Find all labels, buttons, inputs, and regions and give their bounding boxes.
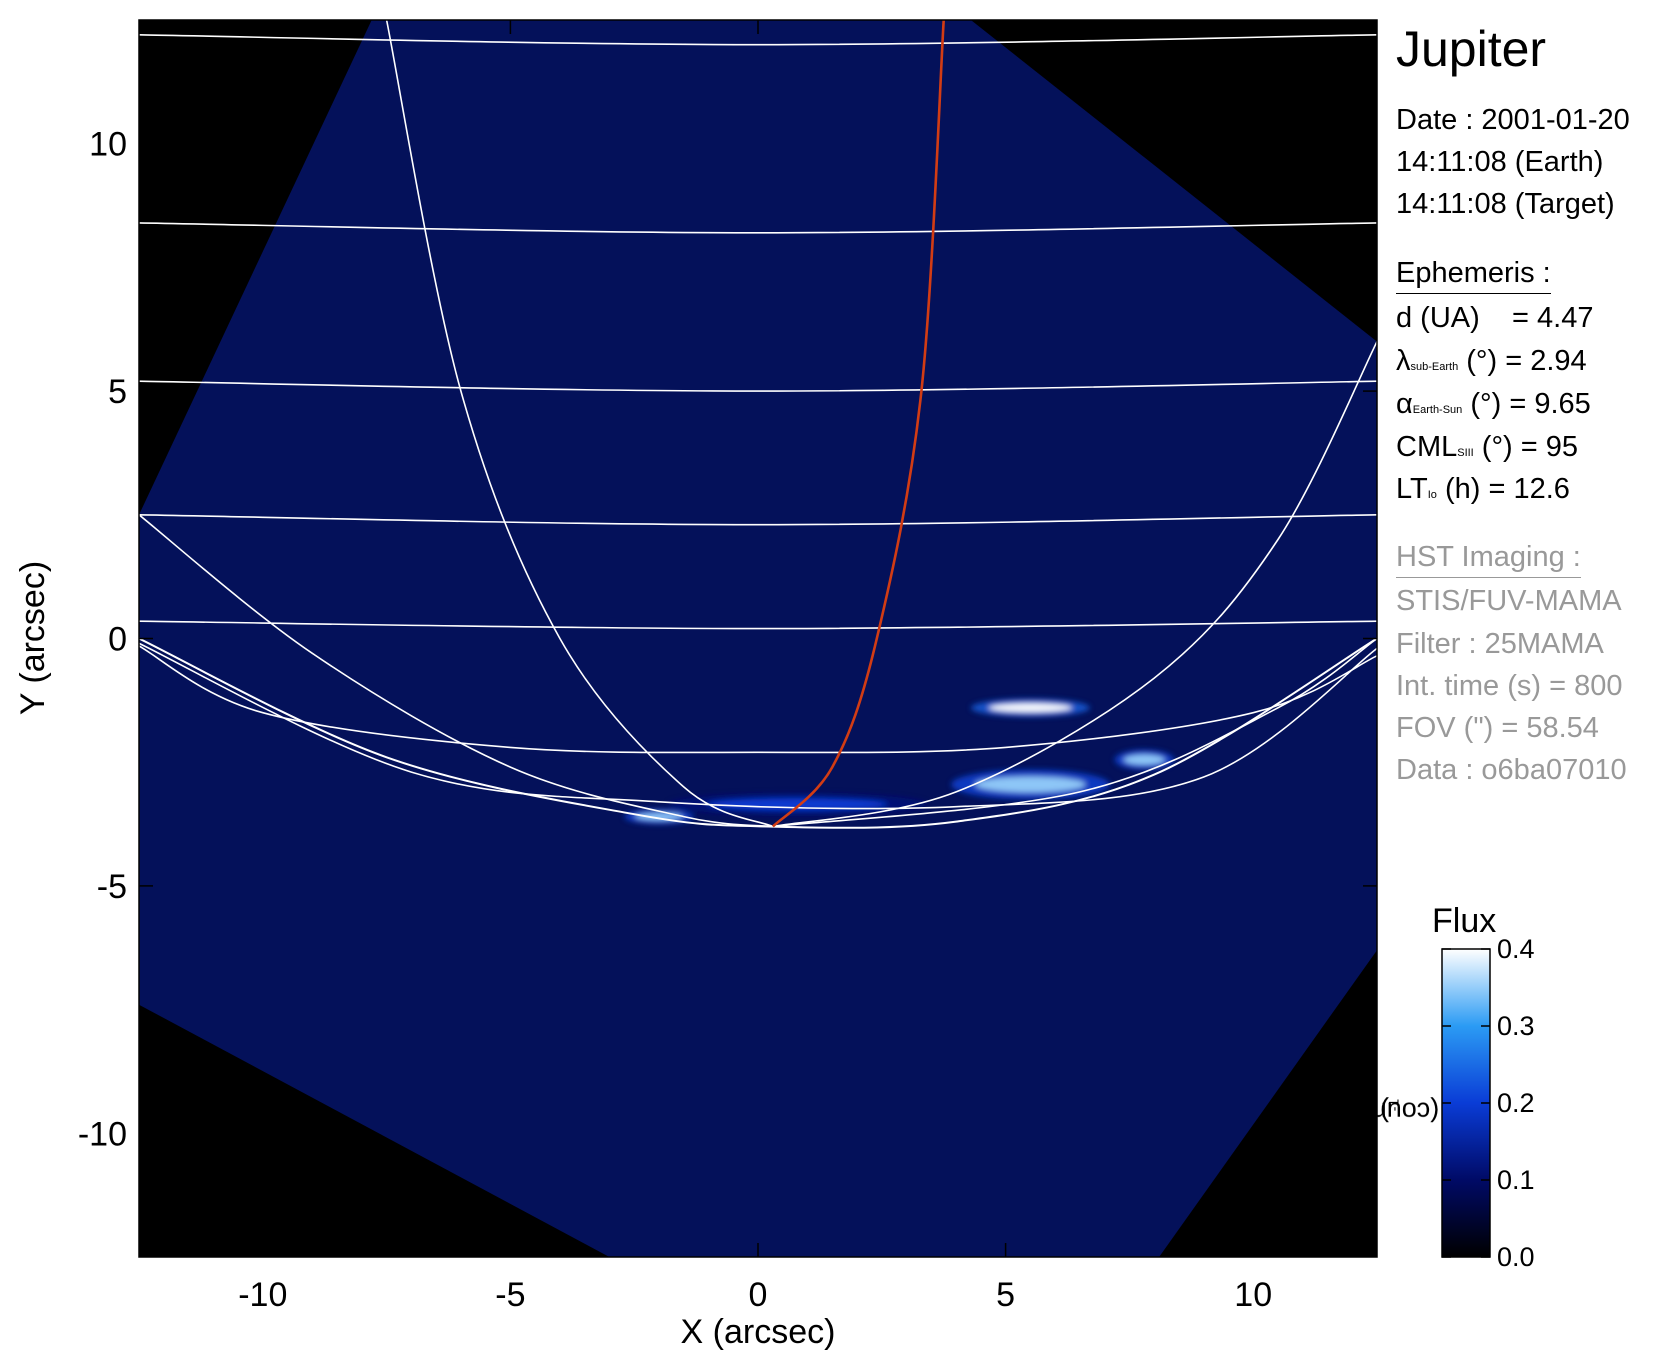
colorbar-tick-label: 0.0 xyxy=(1497,1242,1535,1272)
x-tick-label: 5 xyxy=(996,1276,1015,1314)
ephemeris-value: = 4.47 xyxy=(1479,302,1594,334)
latitude-circle xyxy=(139,34,1377,46)
earth-time: 14:11:08 (Earth) xyxy=(1396,146,1604,178)
longitude-line xyxy=(385,20,774,828)
ephemeris-symbol: d (UA) xyxy=(1396,302,1480,334)
ephemeris-row: d (UA) = 4.47 xyxy=(1396,304,1593,333)
ephemeris-row: λsub-Earth (°) = 2.94 xyxy=(1396,347,1587,376)
x-tick-label: 10 xyxy=(1234,1276,1272,1314)
imaging-line: STIS/FUV-MAMA xyxy=(1396,585,1622,617)
image-layer xyxy=(139,20,1377,1257)
alpha-symbol: α xyxy=(1396,388,1413,420)
x-axis-label: X (arcsec) xyxy=(681,1313,836,1351)
colorbar-title: Flux xyxy=(1432,902,1497,940)
central-meridian xyxy=(771,20,945,828)
ephemeris-subscript: Io xyxy=(1427,489,1437,501)
ephemeris-heading-text: Ephemeris : xyxy=(1396,257,1551,294)
imaging-line: Int. time (s) = 800 xyxy=(1396,670,1623,702)
aurora-layer xyxy=(624,698,1174,825)
longitude-line xyxy=(772,341,1377,828)
target-time: 14:11:08 (Target) xyxy=(1396,188,1615,220)
ephemeris-subscript: sub-Earth xyxy=(1410,361,1459,373)
colorbar-tick-label: 0.4 xyxy=(1497,934,1535,964)
imaging-heading: HST Imaging : xyxy=(1396,541,1581,578)
ephemeris-value: (°) = 2.94 xyxy=(1458,345,1587,377)
latitude-circle xyxy=(139,514,1377,526)
longitude-line xyxy=(772,637,1377,828)
ephemeris-value: (°) = 95 xyxy=(1473,431,1579,463)
latitude-circle xyxy=(139,222,1377,234)
aurora-feature xyxy=(634,812,684,821)
date-line: Date : 2001-01-20 xyxy=(1396,104,1630,136)
x-tick-label: -5 xyxy=(495,1276,525,1314)
ephemeris-row: αEarth-Sun (°) = 9.65 xyxy=(1396,390,1591,419)
y-axis-label: Y (arcsec) xyxy=(14,561,52,715)
y-tick-label: 5 xyxy=(108,373,127,411)
colorbar-tick-label: 0.1 xyxy=(1497,1165,1535,1195)
x-tick-label: 0 xyxy=(749,1276,768,1314)
latitude-circle xyxy=(139,645,1377,754)
ephemeris-row: LTIo (h) = 12.6 xyxy=(1396,475,1570,504)
imaging-heading-text: HST Imaging : xyxy=(1396,541,1581,578)
ephemeris-row: CMLSIII (°) = 95 xyxy=(1396,433,1578,462)
latitude-circle xyxy=(139,380,1377,392)
latitude-circle xyxy=(139,642,1377,810)
y-tick-label: 0 xyxy=(108,621,127,659)
x-tick-label: -10 xyxy=(238,1276,287,1314)
axes: -10 -5 0 5 10 -10 -5 0 5 10 xyxy=(78,20,1377,1314)
detector-footprint xyxy=(139,20,1377,1257)
cml-symbol: CML xyxy=(1396,431,1458,463)
ephemeris-heading: Ephemeris : xyxy=(1396,257,1551,294)
imaging-line: Filter : 25MAMA xyxy=(1396,628,1604,660)
y-tick-label: 10 xyxy=(89,126,127,164)
planet-name: Jupiter xyxy=(1396,21,1547,77)
longitude-line xyxy=(139,514,773,828)
colorbar-tick-label: 0.3 xyxy=(1497,1011,1535,1041)
aurora-feature xyxy=(1123,754,1166,766)
lambda-symbol: λ xyxy=(1396,345,1411,377)
lt-symbol: LT xyxy=(1396,473,1428,505)
colorbar-unit-text: (counts.s -1) xyxy=(1330,1097,1440,1127)
ephemeris-value: (°) = 9.65 xyxy=(1462,388,1591,420)
unit-close: ) xyxy=(1380,1096,1389,1127)
y-tick-label: -10 xyxy=(78,1115,127,1153)
latitude-circle xyxy=(139,620,1377,630)
aurora-feature xyxy=(988,702,1072,713)
aurora-feature xyxy=(974,776,1086,793)
imaging-line: FOV (") = 58.54 xyxy=(1396,712,1599,744)
ephemeris-value: (h) = 12.6 xyxy=(1436,473,1570,505)
y-tick-label: -5 xyxy=(97,868,127,906)
colorbar-tick-label: 0.2 xyxy=(1497,1088,1535,1118)
ephemeris-subscript: SIII xyxy=(1457,447,1474,459)
imaging-line: Data : o6ba07010 xyxy=(1396,754,1627,786)
colorbar-ticks: 0.0 0.1 0.2 0.3 0.4 xyxy=(1442,934,1535,1272)
ephemeris-subscript: Earth-Sun xyxy=(1412,404,1463,416)
planet-grid xyxy=(139,20,1377,829)
